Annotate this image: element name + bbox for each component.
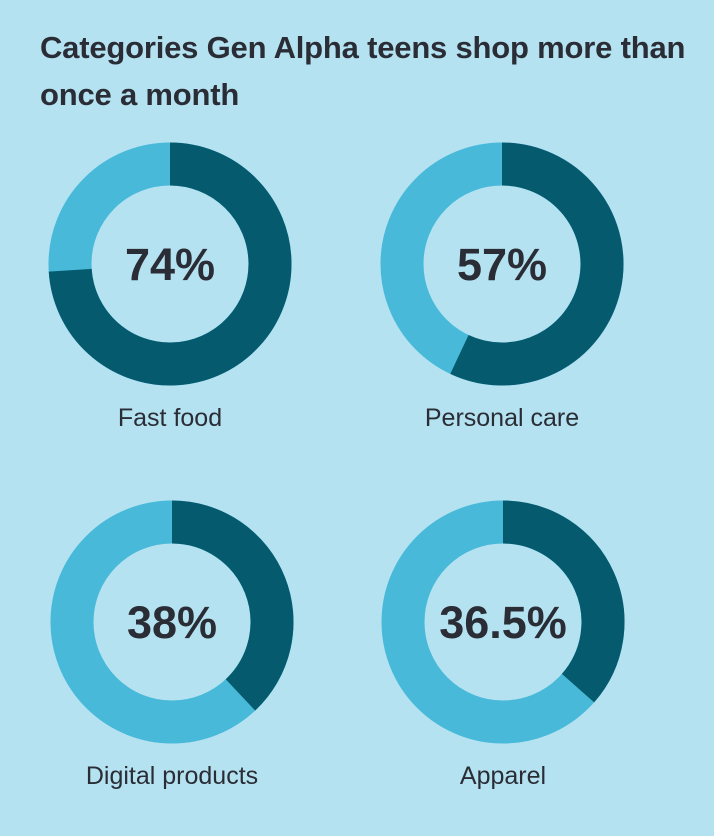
donut-slice-apparel [502,500,625,703]
donut-slice-digital-products [171,500,294,711]
donut-slice-fast-food [48,142,292,386]
percent-label-digital-products: 38% [127,597,217,648]
percent-label-fast-food: 74% [125,239,215,290]
chart-title: Categories Gen Alpha teens shop more tha… [40,30,686,112]
percent-label-personal-care: 57% [457,239,547,290]
category-label-apparel: Apparel [460,762,546,790]
category-label-fast-food: Fast food [118,404,222,432]
category-label-personal-care: Personal care [425,404,579,432]
percent-label-apparel: 36.5% [439,597,567,648]
category-label-digital-products: Digital products [86,762,258,790]
donut-slice-personal-care [450,142,624,386]
